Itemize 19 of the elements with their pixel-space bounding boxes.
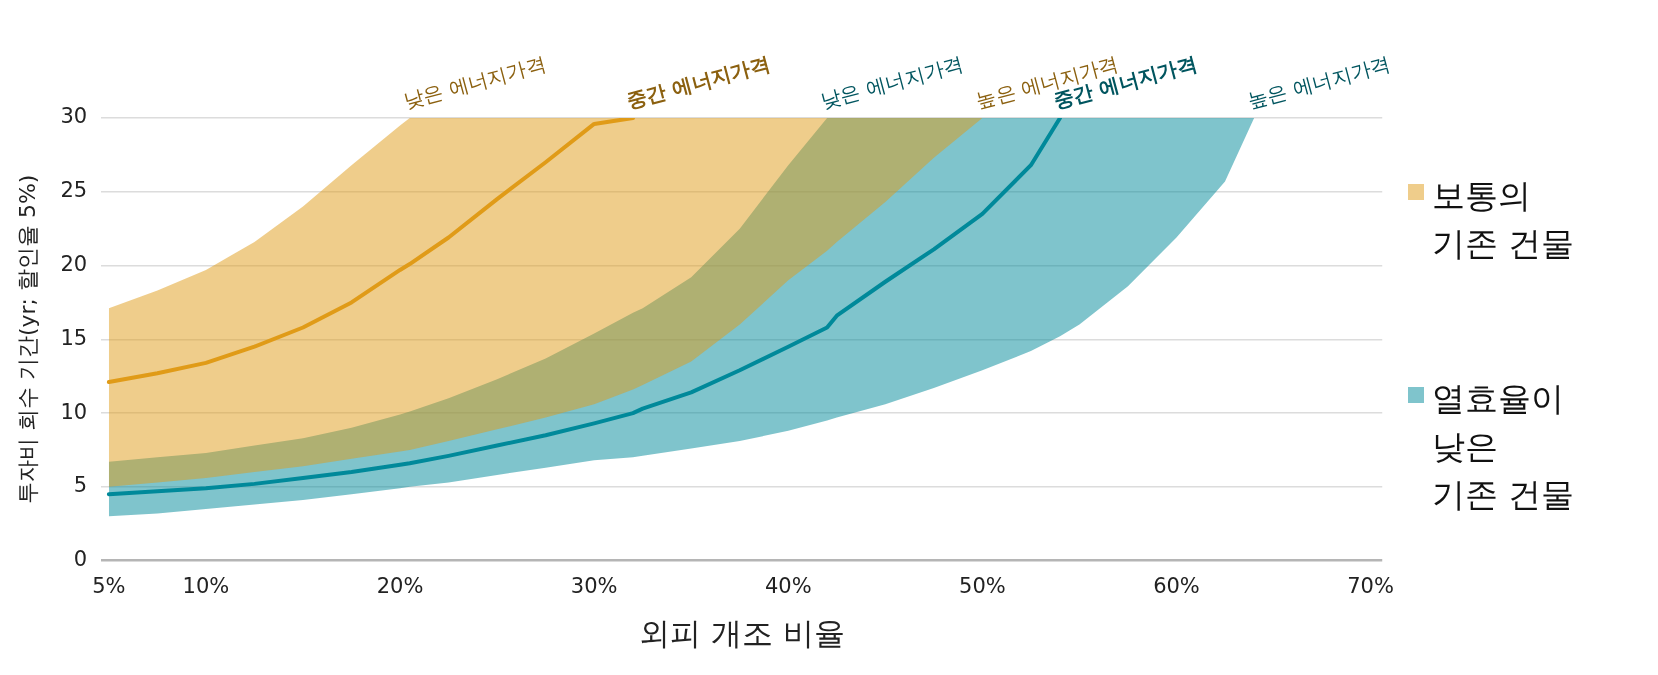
legend-label: 보통의 기존 건물: [1432, 174, 1575, 265]
y-tick-label: 30: [60, 104, 88, 129]
x-tick-label: 50%: [959, 573, 1006, 598]
y-tick-label: 25: [60, 178, 88, 203]
x-tick-label: 40%: [764, 573, 812, 598]
y-axis-title: 투자비 회수 기간(yr; 할인율 5%): [14, 174, 40, 505]
x-tick-label: 70%: [1347, 573, 1394, 598]
y-tick-label: 0: [73, 547, 88, 572]
x-tick-label: 30%: [570, 573, 618, 598]
y-tick-label: 10: [60, 399, 88, 424]
x-tick-label: 20%: [376, 573, 424, 598]
x-tick-label: 60%: [1153, 573, 1200, 598]
y-tick-label: 20: [60, 251, 88, 276]
x-axis-title: 외피 개조 비율: [638, 615, 845, 652]
x-tick-label: 10%: [182, 573, 230, 598]
legend-label: 열효율이 낮은 기존 건물: [1432, 378, 1575, 517]
y-tick-label: 15: [60, 325, 88, 350]
y-tick-label: 5: [73, 473, 88, 498]
x-tick-label: 5%: [92, 573, 126, 598]
